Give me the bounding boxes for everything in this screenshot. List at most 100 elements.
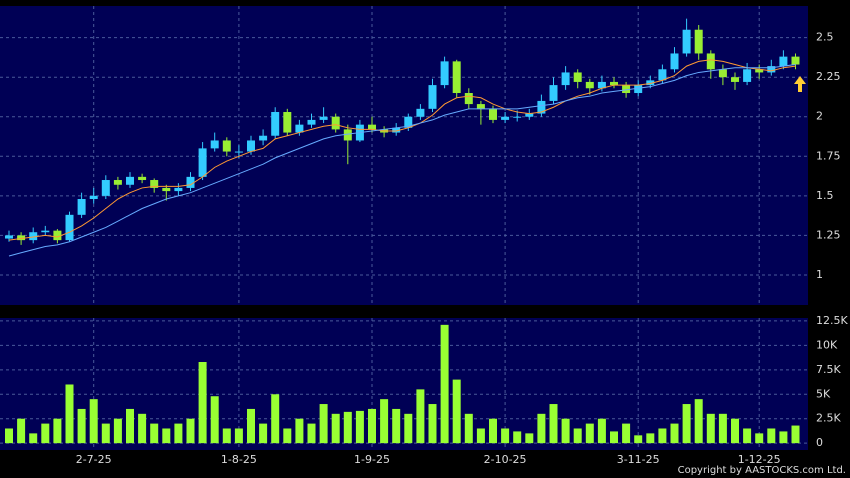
x-tick-label: 1-12-25 (738, 453, 781, 466)
volume-bar (525, 433, 534, 444)
candle-body (113, 180, 122, 185)
candle-body (368, 124, 376, 130)
candle-body (259, 135, 268, 141)
candle-body (525, 113, 534, 117)
volume-bar (138, 413, 147, 444)
candle-body (597, 81, 606, 89)
volume-bar (186, 418, 195, 444)
x-tick-label: 3-11-25 (617, 453, 660, 466)
volume-bar (489, 418, 497, 444)
volume-bar (755, 433, 764, 444)
volume-bar (162, 428, 171, 444)
candle-body (89, 195, 98, 200)
y-tick-label: 12.5K (816, 314, 848, 327)
candle-body (331, 116, 340, 130)
candle-body (682, 29, 691, 54)
candle-body (452, 61, 461, 94)
candle-body (416, 108, 425, 117)
volume-bar (658, 428, 667, 444)
volume-bar (718, 413, 727, 444)
volume-bar (210, 396, 219, 444)
candle-body (198, 148, 207, 177)
volume-bar (706, 413, 715, 444)
volume-bar (222, 428, 231, 444)
volume-bar (343, 411, 352, 444)
candle-body (755, 69, 764, 73)
y-tick-label: 2 (816, 110, 823, 123)
volume-bar (89, 399, 98, 444)
volume-bar (29, 433, 38, 444)
volume-bar (561, 418, 570, 444)
candle-body (65, 214, 74, 241)
volume-bar (440, 324, 449, 444)
y-tick-label: 5K (816, 387, 831, 400)
candle-body (634, 85, 643, 94)
candle-body (706, 53, 715, 70)
volume-bar (767, 428, 776, 444)
candle-body (731, 77, 739, 82)
volume-bar (501, 428, 510, 444)
candle-body (150, 180, 159, 188)
candle-body (101, 180, 110, 196)
candle-body (549, 85, 558, 101)
volume-bar (295, 418, 304, 444)
candle-body (222, 140, 231, 152)
candle-body (646, 80, 655, 86)
volume-bar (41, 423, 50, 444)
y-tick-label: 2.5K (816, 412, 841, 425)
candle-body (77, 199, 86, 215)
candle-body (162, 187, 171, 192)
volume-bar (743, 428, 752, 444)
volume-bar (646, 433, 655, 444)
y-tick-label: 1.5 (816, 189, 834, 202)
candle-body (29, 232, 38, 241)
volume-bar (731, 418, 739, 444)
volume-bar (428, 404, 437, 444)
candle-body (41, 230, 50, 233)
y-tick-label: 2.5 (816, 31, 834, 44)
volume-bar (331, 413, 340, 444)
y-tick-label: 1.75 (816, 149, 841, 162)
candle-body (138, 176, 147, 181)
candle-body (464, 93, 473, 105)
candle-body (404, 116, 413, 128)
candle-body (694, 29, 703, 54)
volume-bar (368, 408, 376, 444)
candle-body (174, 187, 183, 192)
volume-bar (392, 408, 401, 444)
volume-bar (670, 423, 679, 444)
candle-body (53, 230, 62, 241)
candle-body (126, 176, 134, 185)
volume-bar (5, 428, 13, 444)
candle-body (501, 116, 510, 120)
candle-body (210, 140, 219, 149)
volume-bar (247, 408, 255, 444)
volume-bar (307, 423, 316, 444)
candle-body (295, 124, 304, 133)
moving-average-line (8, 59, 796, 241)
candle-body (573, 72, 582, 82)
candle-body (428, 85, 437, 109)
x-tick-label: 1-8-25 (221, 453, 257, 466)
volume-bar (198, 362, 207, 444)
volume-bar (77, 408, 86, 444)
y-tick-label: 10K (816, 338, 838, 351)
candle-body (513, 116, 522, 118)
x-tick-label: 2-10-25 (484, 453, 527, 466)
volume-bar (17, 418, 26, 444)
volume-bar (634, 435, 643, 444)
candle-body (585, 81, 594, 89)
latest-arrow (794, 76, 806, 92)
candle-body (17, 235, 26, 241)
volume-bar (65, 384, 74, 444)
candle-body (670, 53, 679, 70)
moving-average-line (8, 64, 796, 257)
candle-body (247, 140, 255, 152)
candle-body (489, 108, 497, 120)
candle-body (767, 66, 776, 73)
volume-bar (416, 389, 425, 444)
y-tick-label: 1 (816, 268, 823, 281)
candle-body (476, 104, 485, 109)
volume-bar (271, 394, 280, 444)
volume-bar (476, 428, 485, 444)
